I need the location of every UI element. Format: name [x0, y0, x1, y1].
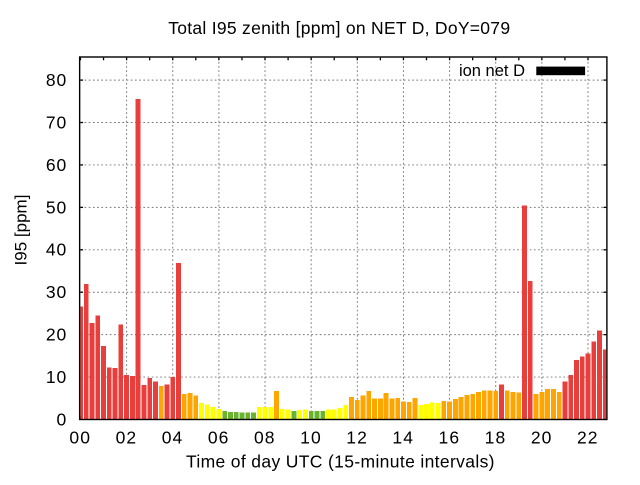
svg-text:30: 30	[46, 282, 67, 302]
svg-text:Time of day UTC (15-minute int: Time of day UTC (15-minute intervals)	[186, 452, 495, 472]
svg-text:20: 20	[46, 325, 67, 345]
svg-text:80: 80	[46, 70, 67, 90]
svg-text:70: 70	[46, 112, 67, 132]
svg-text:20: 20	[531, 428, 553, 448]
svg-text:60: 60	[46, 155, 67, 175]
svg-text:I95 [ppm]: I95 [ppm]	[12, 195, 31, 266]
svg-text:06: 06	[208, 428, 230, 448]
svg-text:02: 02	[116, 428, 138, 448]
svg-text:00: 00	[69, 428, 91, 448]
svg-text:Total I95 zenith [ppm] on NET: Total I95 zenith [ppm] on NET D, DoY=079	[168, 18, 510, 38]
svg-text:10: 10	[300, 428, 322, 448]
svg-text:12: 12	[346, 428, 368, 448]
svg-text:14: 14	[392, 428, 414, 448]
svg-text:16: 16	[439, 428, 461, 448]
svg-text:18: 18	[485, 428, 507, 448]
svg-text:04: 04	[162, 428, 184, 448]
svg-text:ion net D: ion net D	[459, 62, 525, 80]
svg-text:50: 50	[46, 197, 67, 217]
svg-text:10: 10	[46, 367, 67, 387]
svg-text:22: 22	[577, 428, 599, 448]
svg-text:0: 0	[56, 409, 67, 429]
svg-text:40: 40	[46, 240, 67, 260]
svg-text:08: 08	[254, 428, 276, 448]
